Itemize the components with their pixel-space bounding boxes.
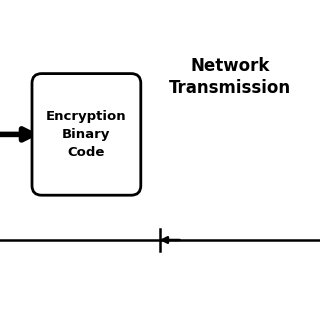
Text: Encryption
Binary
Code: Encryption Binary Code	[46, 110, 127, 159]
FancyBboxPatch shape	[32, 74, 141, 195]
Text: Network
Transmission: Network Transmission	[169, 57, 292, 97]
